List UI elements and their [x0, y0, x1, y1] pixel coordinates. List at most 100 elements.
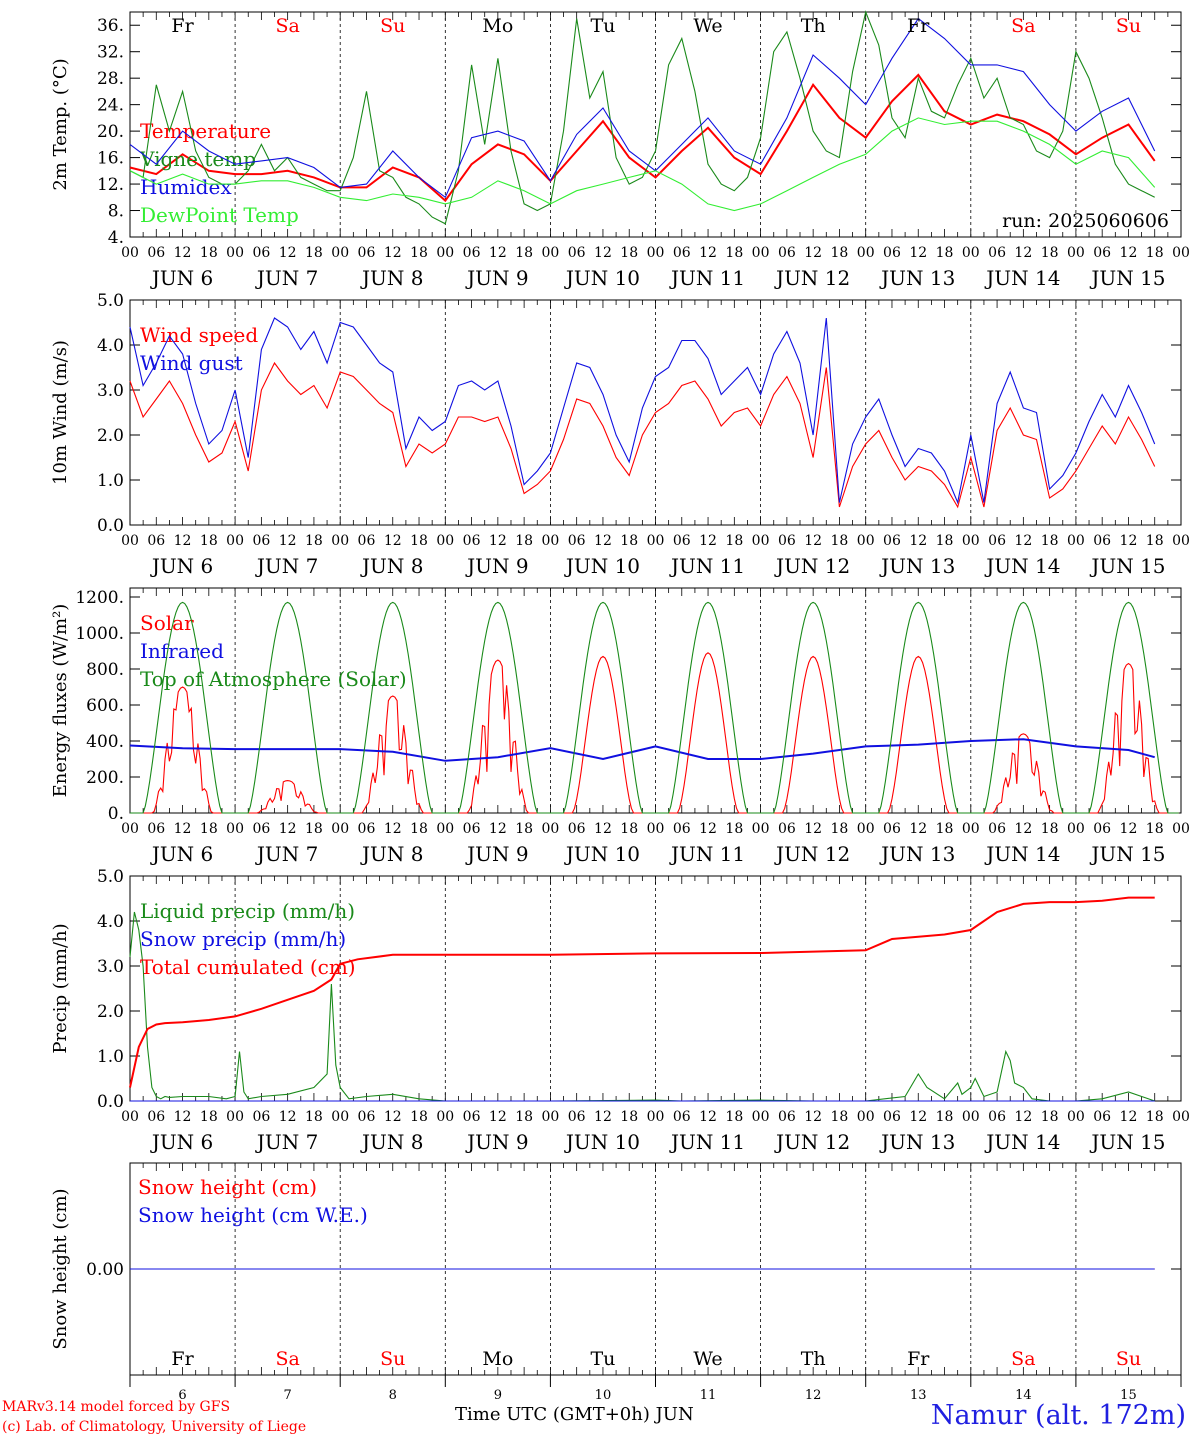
hour-label: 00 [331, 533, 349, 549]
date-label: JUN 11 [669, 842, 745, 866]
hour-label: 00 [962, 1109, 980, 1125]
date-label: JUN 6 [150, 842, 213, 866]
y-tick-label: 3.0 [97, 381, 124, 401]
hour-label: 12 [594, 533, 612, 549]
legend-entry: Total cumulated (cm) [140, 955, 356, 979]
date-label: JUN 7 [255, 554, 318, 578]
series-line-dewpoint-temp [129, 117, 1156, 212]
y-tick-label: 800. [86, 660, 124, 680]
hour-label: 18 [831, 245, 849, 261]
date-label: JUN 10 [564, 842, 640, 866]
hour-label: 06 [673, 533, 691, 549]
hour-label: 18 [305, 1109, 323, 1125]
hour-label: 06 [252, 533, 270, 549]
series-line-liquid-precip-mm-h- [129, 911, 1155, 1102]
day-abbr: Fr [171, 15, 194, 37]
hour-label: 06 [778, 821, 796, 837]
day-abbr: Su [380, 1348, 405, 1370]
hour-label: 12 [804, 533, 822, 549]
hour-label: 00 [647, 1109, 665, 1125]
hour-label: 06 [988, 245, 1006, 261]
hour-label: 12 [804, 821, 822, 837]
day-abbr: Tu [590, 15, 615, 37]
day-number: 7 [284, 1388, 292, 1403]
hour-label: 18 [410, 533, 428, 549]
hour-label: 00 [121, 533, 139, 549]
hour-label: 18 [620, 245, 638, 261]
hour-label: 06 [988, 1109, 1006, 1125]
series-line-humidex [129, 17, 1156, 199]
hour-label: 00 [1172, 245, 1190, 261]
hour-label: 12 [279, 245, 297, 261]
series-line-temperature [129, 73, 1156, 203]
hour-label: 00 [331, 245, 349, 261]
day-abbr: Tu [590, 1348, 615, 1370]
hour-label: 12 [1120, 1109, 1138, 1125]
date-label: JUN 6 [150, 1130, 213, 1154]
hour-label: 12 [384, 1109, 402, 1125]
hour-label: 18 [1041, 1109, 1059, 1125]
date-label: JUN 10 [564, 266, 640, 290]
series-line-vigne-temp [129, 10, 1155, 225]
date-label: JUN 9 [465, 1130, 528, 1154]
hour-label: 00 [226, 533, 244, 549]
hour-label: 06 [1093, 245, 1111, 261]
day-abbr: We [693, 1348, 722, 1370]
hour-label: 06 [568, 821, 586, 837]
y-tick-label: 3.0 [97, 957, 124, 977]
hour-label: 00 [1067, 245, 1085, 261]
hour-label: 18 [1146, 1109, 1164, 1125]
hour-label: 06 [463, 245, 481, 261]
day-abbr: Th [801, 1348, 826, 1370]
legend-entry: Temperature [140, 119, 271, 143]
series-line-total-cumulated-cm- [129, 896, 1155, 1088]
y-tick-label: 8. [108, 202, 124, 222]
hour-label: 06 [778, 1109, 796, 1125]
hour-label: 06 [358, 821, 376, 837]
hour-label: 12 [279, 1109, 297, 1125]
hour-label: 06 [568, 1109, 586, 1125]
hour-label: 12 [1120, 245, 1138, 261]
legend-entry: Infrared [140, 639, 224, 663]
hour-label: 18 [200, 533, 218, 549]
hour-label: 00 [962, 533, 980, 549]
date-label: JUN 14 [984, 1130, 1060, 1154]
hour-label: 06 [778, 533, 796, 549]
date-label: JUN 8 [360, 1130, 423, 1154]
hour-label: 00 [962, 821, 980, 837]
hour-label: 00 [962, 245, 980, 261]
legend-entry: DewPoint Temp [140, 203, 299, 227]
hour-label: 00 [541, 821, 559, 837]
hour-label: 06 [147, 245, 165, 261]
date-label: JUN 15 [1089, 1130, 1165, 1154]
hour-label: 06 [673, 821, 691, 837]
date-label: JUN 14 [984, 554, 1060, 578]
hour-label: 12 [699, 533, 717, 549]
hour-label: 18 [410, 1109, 428, 1125]
hour-label: 00 [752, 821, 770, 837]
legend-entry: Solar [140, 611, 194, 635]
date-label: JUN 12 [774, 266, 850, 290]
legend-entry: Humidex [140, 175, 232, 199]
y-tick-label: 12. [97, 175, 124, 195]
legend-entry: Wind gust [140, 351, 243, 375]
hour-label: 00 [331, 1109, 349, 1125]
hour-label: 00 [436, 821, 454, 837]
y-tick-label: 4.0 [97, 912, 124, 932]
y-tick-label: 0. [108, 804, 124, 824]
day-abbr: We [693, 15, 722, 37]
hour-label: 12 [174, 1109, 192, 1125]
day-abbr: Su [1116, 15, 1141, 37]
hour-label: 00 [226, 1109, 244, 1125]
hour-label: 12 [1014, 533, 1032, 549]
hour-label: 18 [1146, 533, 1164, 549]
date-label: JUN 13 [879, 1130, 955, 1154]
hour-label: 06 [463, 821, 481, 837]
day-abbr: Sa [275, 15, 299, 37]
hour-label: 00 [121, 821, 139, 837]
hour-label: 06 [463, 533, 481, 549]
hour-label: 12 [1014, 245, 1032, 261]
hour-label: 00 [541, 533, 559, 549]
hour-label: 12 [909, 1109, 927, 1125]
hour-label: 00 [752, 1109, 770, 1125]
